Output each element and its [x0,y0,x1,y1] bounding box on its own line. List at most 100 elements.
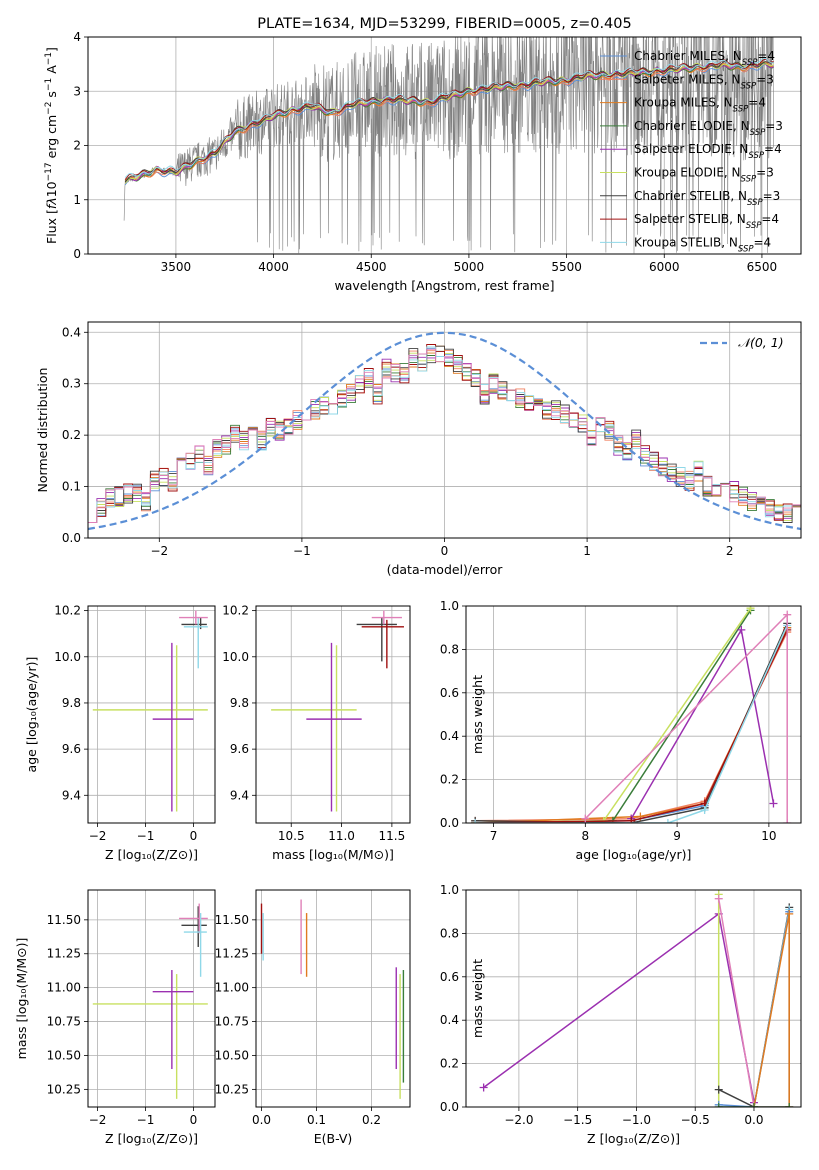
x-tick-label: −1 [137,1113,155,1127]
y-tick-label: 9.4 [62,788,81,802]
y-tick-label: 10.75 [47,1015,81,1029]
x-tick-label: 10 [761,829,776,843]
grid [88,890,215,1107]
mass-weight-line [717,898,790,1107]
legend-label: Chabrier MILES, NSSP=4 [634,49,775,68]
y-tick-label: 0.2 [440,1057,459,1071]
y-tick-label: 0.6 [440,970,459,984]
y-tick-label: 0.2 [62,428,81,442]
mass-weight-marker [700,805,709,814]
legend-label: Salpeter STELIB, NSSP=4 [634,212,779,231]
x-tick-label: 0 [190,1113,198,1127]
y-axis-label-part: erg cm [44,115,59,163]
x-tick-label: 5500 [551,260,582,274]
y-tick-label: 10.50 [47,1048,81,1062]
legend-label-val: =4 [748,96,766,110]
legend-label: Salpeter ELODIE, NSSP=4 [634,142,782,161]
legend-label-sub: SSP [742,58,758,68]
y-tick-label: 0.4 [62,325,81,339]
x-tick-label: −2 [89,1113,107,1127]
mass-weight-marker [737,625,746,634]
mass-weight-marker [749,1103,758,1107]
y-tick-label: 11.50 [47,913,81,927]
mass-weight-marker [471,819,480,823]
y-tick-label: 0.0 [62,531,81,545]
observed-spectrum-line [123,37,774,254]
y-axis-label-part: 10 [44,181,59,197]
mass-weight-line [630,627,775,820]
residual-histogram-panel: −2 −1 0 1 2 0.0 0.1 0.2 0.3 0.4 (data-model)/error… [35,321,802,577]
y-tick-label: 11.25 [215,947,249,961]
residual-histogram-line [88,345,801,524]
legend-label-text: Salpeter MILES, N [634,72,741,86]
y-axis-label-part: A [44,65,59,78]
mass-weight-vs-metallicity-panel: −2.0 −1.5 −1.0 −0.5 0.0 0.0 0.2 0.4 0.6 0.8 1.0 Z [… [440,883,802,1146]
mass-weight-line [753,913,790,1107]
x-tick-label: 0.1 [307,1113,326,1127]
x-tick-label: 9 [673,829,681,843]
y-axis-label-part: Flux [ [44,209,59,244]
y-axis-label-part: −1 [44,52,54,65]
age-vs-mass-panel: 10.5 11.0 11.5 9.4 9.6 9.8 10.0 10.2 mass [log₁₀… [222,604,411,862]
y-tick-label: 11.50 [215,913,249,927]
x-tick-label: −2.0 [504,1113,533,1127]
legend-label-sub: SSP [746,221,762,231]
y-tick-label: 0.8 [440,642,459,656]
x-tick-label: −1.5 [563,1113,592,1127]
axes-frame [87,889,216,1108]
x-tick-label: 0.0 [744,1113,763,1127]
mass-weight-marker [581,814,590,823]
chart-title: PLATE=1634, MJD=53299, FIBERID=0005, z=0… [257,16,631,32]
legend-label-text: Kroupa STELIB, N [634,235,738,249]
legend-label-sub: SSP [738,244,754,254]
age-vs-metallicity-panel: −2 −1 0 9.4 9.6 9.8 10.0 10.2 Z [log₁₀(Z/Z⊙)] age… [24,604,216,862]
legend-label-val: =4 [757,49,775,63]
y-tick-label: 3 [73,84,81,98]
mass-weight-marker [783,610,792,619]
y-tick-label: 9.6 [230,742,249,756]
legend-label-text: Salpeter ELODIE, N [634,142,748,156]
x-tick-label: 0 [441,544,449,558]
x-tick-label: −1.0 [622,1113,651,1127]
x-axis-label: Z [log₁₀(Z/Z⊙)] [105,847,198,862]
legend-label-sub: SSP [747,198,763,208]
y-axis-label-part: −2 [44,102,54,115]
legend-label-val: =4 [754,235,772,249]
plot-area [92,903,208,1099]
model-spectrum-line [124,57,774,178]
x-tick-label: 2 [726,544,734,558]
y-axis-label-part: −17 [44,162,54,181]
grid [256,606,410,823]
mass-weight-marker [714,894,723,903]
x-tick-label: 0 [190,829,198,843]
legend-label-sub: SSP [741,81,757,91]
plot-area [271,610,404,812]
legend-label-val: =4 [761,212,779,226]
axes-frame [465,605,802,824]
legend-label-text: Salpeter STELIB, N [634,212,746,226]
y-tick-label: 11.00 [47,981,81,995]
y-axis-label-part: ] [44,47,59,52]
y-tick-label: 9.6 [62,742,81,756]
axes-frame [87,605,216,824]
spectrum-panel: 3500 4000 4500 5000 5500 6000 6500 0 1 2 3 4 wavelen… [44,16,802,293]
y-tick-label: 11.00 [215,981,249,995]
y-axis-label-part: −1 [44,78,54,91]
y-tick-label: 0.6 [440,686,459,700]
mass-weight-line [475,625,788,823]
y-tick-label: 2 [73,139,81,153]
x-axis-label: mass [log₁₀(M/M⊙)] [272,847,394,862]
legend-label: Kroupa STELIB, NSSP=4 [634,235,771,254]
axes-frame [255,605,411,824]
axes-frame [465,889,802,1108]
mass-weight-marker [783,819,792,823]
x-tick-label: 4000 [258,260,289,274]
x-tick-label: 3500 [161,260,192,274]
plot-area [260,899,405,1099]
y-tick-label: 0.4 [440,1013,459,1027]
legend-label: Kroupa ELODIE, NSSP=3 [634,166,774,185]
mass-weight-marker [714,1085,723,1094]
legend-label-val: =3 [763,189,781,203]
x-tick-label: 1 [583,544,591,558]
